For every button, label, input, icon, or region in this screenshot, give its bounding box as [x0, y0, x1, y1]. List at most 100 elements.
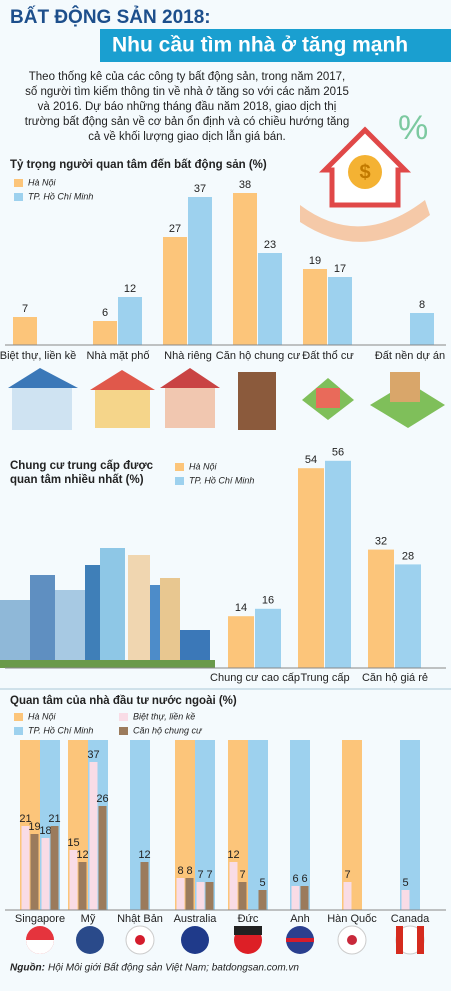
value-label: 7 — [197, 869, 203, 881]
bar — [13, 317, 37, 345]
legend-swatch — [175, 477, 184, 485]
legend-swatch — [119, 727, 128, 735]
legend-swatch — [14, 179, 23, 187]
value-label: 56 — [332, 447, 344, 459]
value-label: 6 — [102, 307, 108, 319]
value-label: 12 — [76, 849, 88, 861]
value-label: 23 — [264, 239, 276, 251]
value-label: 15 — [67, 837, 79, 849]
value-label: 12 — [227, 849, 239, 861]
bar — [303, 269, 327, 345]
x-tick-label: Mỹ — [81, 913, 96, 925]
kicker: BẤT ĐỘNG SẢN 2018: — [10, 6, 211, 28]
x-tick-label: Nhật Bản — [117, 913, 163, 925]
bar — [118, 297, 142, 345]
group-column — [175, 740, 195, 910]
bar — [298, 468, 324, 668]
bar — [328, 277, 352, 345]
bar — [325, 460, 351, 668]
bar — [185, 878, 194, 910]
flags — [26, 925, 425, 955]
bar — [93, 321, 117, 345]
legend-label: Hà Nội — [28, 711, 57, 721]
value-label: 19 — [28, 821, 40, 833]
value-label: 5 — [402, 877, 408, 889]
x-tick-label: Chung cư cao cấp — [210, 672, 300, 684]
legend-swatch — [175, 463, 184, 471]
x-tick-label: Đất thổ cư — [302, 350, 354, 362]
x-tick-label: Anh — [290, 913, 310, 925]
title: Nhu cầu tìm nhà ở tăng mạnh — [112, 34, 408, 57]
legend-swatch — [14, 193, 23, 201]
value-label: 16 — [262, 595, 274, 607]
value-label: 6 — [292, 873, 298, 885]
value-label: 26 — [96, 793, 108, 805]
bar — [410, 313, 434, 345]
bar — [228, 616, 254, 668]
value-label: 14 — [235, 602, 247, 614]
x-tick-label: Căn hộ giá rẻ — [362, 672, 428, 684]
x-tick-label: Căn hộ chung cư — [216, 350, 301, 362]
legend-label: Hà Nội — [28, 177, 57, 187]
value-label: 32 — [375, 536, 387, 548]
legend-label: TP. Hồ Chí Minh — [28, 191, 93, 201]
value-label: 37 — [194, 183, 206, 195]
bar — [401, 890, 410, 910]
value-label: 17 — [334, 263, 346, 275]
value-label: 12 — [124, 283, 136, 295]
source: Hội Môi giới Bất động sản Việt Nam; batd… — [48, 962, 299, 974]
bar — [196, 882, 205, 910]
value-label: 18 — [39, 825, 51, 837]
bar — [205, 882, 214, 910]
value-label: 7 — [206, 869, 212, 881]
x-tick-label: Nhà mặt phố — [87, 350, 150, 362]
bar — [229, 862, 238, 910]
intro: Theo thống kê của các công ty bất động s… — [24, 71, 350, 143]
bar — [78, 862, 87, 910]
value-label: 6 — [301, 873, 307, 885]
chart-title: Quan tâm của nhà đầu tư nước ngoài (%) — [10, 695, 237, 707]
bar — [300, 886, 309, 910]
svg-text:%: % — [398, 109, 428, 147]
bar — [50, 826, 59, 910]
svg-text:$: $ — [359, 161, 370, 183]
x-tick-label: Trung cấp — [300, 672, 349, 684]
bar — [69, 850, 78, 910]
group-column — [195, 740, 215, 910]
legend-label: Căn hộ chung cư — [133, 725, 203, 735]
bar — [188, 197, 212, 345]
x-tick-label: Singapore — [15, 913, 65, 925]
bar — [30, 834, 39, 910]
bar — [291, 886, 300, 910]
bar — [98, 806, 107, 910]
bar — [258, 253, 282, 345]
value-label: 8 — [419, 299, 425, 311]
x-tick-label: Canada — [391, 913, 430, 925]
legend-swatch — [14, 713, 23, 721]
house-icons — [8, 368, 445, 430]
value-label: 5 — [259, 877, 265, 889]
bar — [395, 564, 421, 668]
chart-title: Chung cư trung cấp được quan tâm nhiều n… — [10, 460, 154, 486]
bar — [89, 762, 98, 910]
value-label: 19 — [309, 255, 321, 267]
value-label: 8 — [177, 865, 183, 877]
value-label: 21 — [19, 813, 31, 825]
x-tick-label: Biệt thự, liền kề — [0, 350, 76, 362]
x-tick-label: Hàn Quốc — [327, 913, 377, 925]
group-column — [342, 740, 362, 910]
legend-label: Hà Nội — [189, 461, 218, 471]
legend-label: Biệt thự, liền kề — [133, 711, 195, 721]
value-label: 54 — [305, 454, 317, 466]
value-label: 27 — [169, 223, 181, 235]
bar — [233, 193, 257, 345]
bar — [258, 890, 267, 910]
value-label: 21 — [48, 813, 60, 825]
skyline — [0, 548, 215, 668]
x-tick-label: Đất nền dự án — [375, 350, 445, 362]
illustration: $ % — [300, 109, 430, 242]
value-label: 37 — [87, 749, 99, 761]
x-tick-label: Australia — [174, 913, 218, 925]
value-label: 38 — [239, 179, 251, 191]
value-label: 28 — [402, 550, 414, 562]
